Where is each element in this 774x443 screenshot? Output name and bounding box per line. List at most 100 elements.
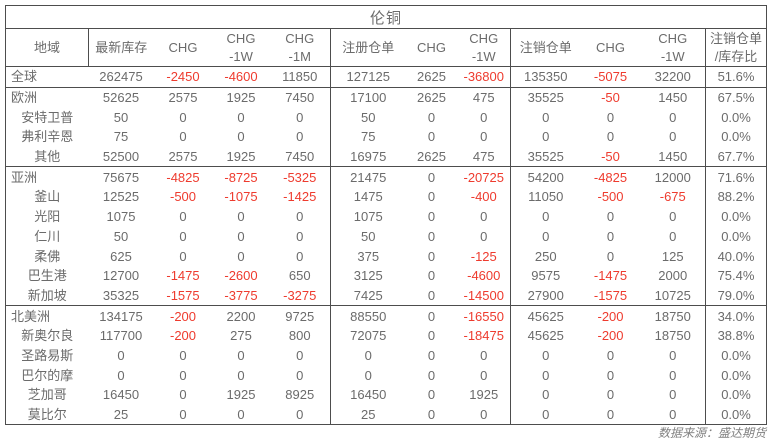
value-cell: 67.5% <box>704 86 767 108</box>
lme-copper-table: 伦铜 地域 最新库存 CHG CHG -1W CHG -1M 注册仓单 CHG CHG -1W… <box>5 5 768 426</box>
value-cell: 0 <box>237 407 245 423</box>
value-cell: 35525 <box>510 146 581 167</box>
value-cell: 0 <box>669 209 677 225</box>
value-cell: 0 <box>296 228 304 244</box>
value-cell: -400 <box>470 189 497 205</box>
value-cell: -1475 <box>593 268 628 284</box>
value-cell: -200 <box>580 305 641 326</box>
value-cell: -200 <box>597 328 624 344</box>
value-cell: 12000 <box>640 166 706 188</box>
value-cell: 375 <box>330 246 406 266</box>
value-cell: -1075 <box>224 189 258 205</box>
value-cell: 1925 <box>226 149 256 165</box>
value-cell: 0 <box>669 387 677 403</box>
value-cell: -200 <box>169 328 197 344</box>
column-header: 注销仓单 <box>510 28 581 67</box>
region-cell: 新加坡 <box>27 287 67 303</box>
value-cell: 0 <box>669 367 677 383</box>
value-cell: 0 <box>510 404 581 425</box>
value-cell: 0 <box>237 367 245 383</box>
value-cell: 35525 <box>510 86 581 108</box>
value-cell: 0.0% <box>704 385 767 405</box>
value-cell: 51.6% <box>704 66 767 88</box>
value-cell: 11050 <box>510 187 581 207</box>
value-cell: 117700 <box>99 328 143 344</box>
value-cell: 0 <box>669 109 677 125</box>
column-header: CHG -1W <box>212 28 270 67</box>
value-cell: 0 <box>669 129 677 145</box>
value-cell: -2600 <box>224 268 258 284</box>
table-row: 其他 52500 2575 1925 7450 16975 2625 475 35525 -50 1… <box>6 146 767 167</box>
value-cell: 0 <box>179 129 187 145</box>
value-cell: 3125 <box>330 265 406 286</box>
value-cell: 475 <box>457 86 511 108</box>
value-cell: 275 <box>230 328 252 344</box>
column-header: CHG -1M <box>269 28 331 67</box>
inventory-report: 伦铜 地域 最新库存 CHG CHG -1W CHG -1M 注册仓单 CHG CHG -1W… <box>5 5 768 426</box>
region-cell: 莫比尔 <box>27 407 67 423</box>
value-cell: 0 <box>427 287 436 303</box>
value-cell: 7450 <box>269 86 331 108</box>
value-cell: -20725 <box>457 166 511 188</box>
column-header: 注册仓单 <box>330 28 406 67</box>
value-cell: -3775 <box>224 287 258 303</box>
value-cell: 8925 <box>285 387 315 403</box>
value-cell: 0 <box>427 387 436 403</box>
value-cell: 40.0% <box>704 246 767 266</box>
table-row: 柔佛 625 0 0 0 375 0 -125 250 0 125 40.0% <box>6 246 767 266</box>
value-cell: 0 <box>669 347 677 363</box>
value-cell: 0 <box>510 345 581 366</box>
value-cell: 12525 <box>102 189 140 205</box>
value-cell: 475 <box>472 149 495 165</box>
value-cell: 1925 <box>226 387 256 403</box>
value-cell: 0.0% <box>704 226 767 247</box>
value-cell: 250 <box>510 246 581 266</box>
region-cell: 其他 <box>34 149 61 165</box>
value-cell: 52500 <box>102 149 140 165</box>
value-cell: -50 <box>601 149 620 165</box>
value-cell: 50 <box>330 226 406 247</box>
value-cell: 0 <box>296 347 304 363</box>
value-cell: 88.2% <box>704 187 767 207</box>
value-cell: 0 <box>606 109 615 125</box>
table-row: 釜山 12525 -500 -1075 -1425 1475 0 -400 11050 -500 -… <box>6 187 767 207</box>
value-cell: 16450 <box>330 385 406 405</box>
region-cell: 亚洲 <box>5 166 89 188</box>
value-cell: 0 <box>427 189 436 205</box>
value-cell: -200 <box>153 305 213 326</box>
value-cell: 0 <box>237 109 245 125</box>
value-cell: 17100 <box>330 86 406 108</box>
value-cell: 0 <box>179 228 187 244</box>
value-cell: 1450 <box>658 149 688 165</box>
value-cell: 34.0% <box>704 305 767 326</box>
value-cell: 0.0% <box>704 404 767 425</box>
value-cell: 0 <box>237 209 245 225</box>
data-source-note: 数据来源：盛达期货 <box>657 426 766 440</box>
value-cell: 0 <box>296 129 304 145</box>
value-cell: 27900 <box>510 285 581 306</box>
value-cell: 1475 <box>330 187 406 207</box>
value-cell: 67.7% <box>704 146 767 167</box>
value-cell: -1575 <box>166 287 200 303</box>
value-cell: 2625 <box>417 149 446 165</box>
value-cell: -1475 <box>166 268 200 284</box>
column-header: CHG <box>580 28 641 67</box>
value-cell: 0 <box>510 226 581 247</box>
region-cell: 新奥尔良 <box>21 328 74 344</box>
table-row: 亚洲 75675 -4825 -8725 -5325 21475 0 -20725 54200-… <box>5 166 767 188</box>
value-cell: 10725 <box>654 287 691 303</box>
value-cell: 0 <box>606 367 615 383</box>
value-cell: -5075 <box>593 69 628 85</box>
value-cell: -2450 <box>166 69 200 85</box>
value-cell: 0 <box>296 367 304 383</box>
table-row: 仁川 50 0 0 0 50 0 0 0 0 0 0.0% <box>6 226 767 247</box>
region-cell: 光阳 <box>34 209 61 225</box>
value-cell: 50 <box>113 109 129 125</box>
value-cell: 0 <box>117 347 125 363</box>
value-cell: 45625 <box>510 325 581 346</box>
value-cell: 0 <box>296 209 304 225</box>
value-cell: 0 <box>405 166 458 188</box>
value-cell: 0 <box>606 347 615 363</box>
value-cell: 72075 <box>330 325 406 346</box>
value-cell: 127125 <box>330 66 406 88</box>
